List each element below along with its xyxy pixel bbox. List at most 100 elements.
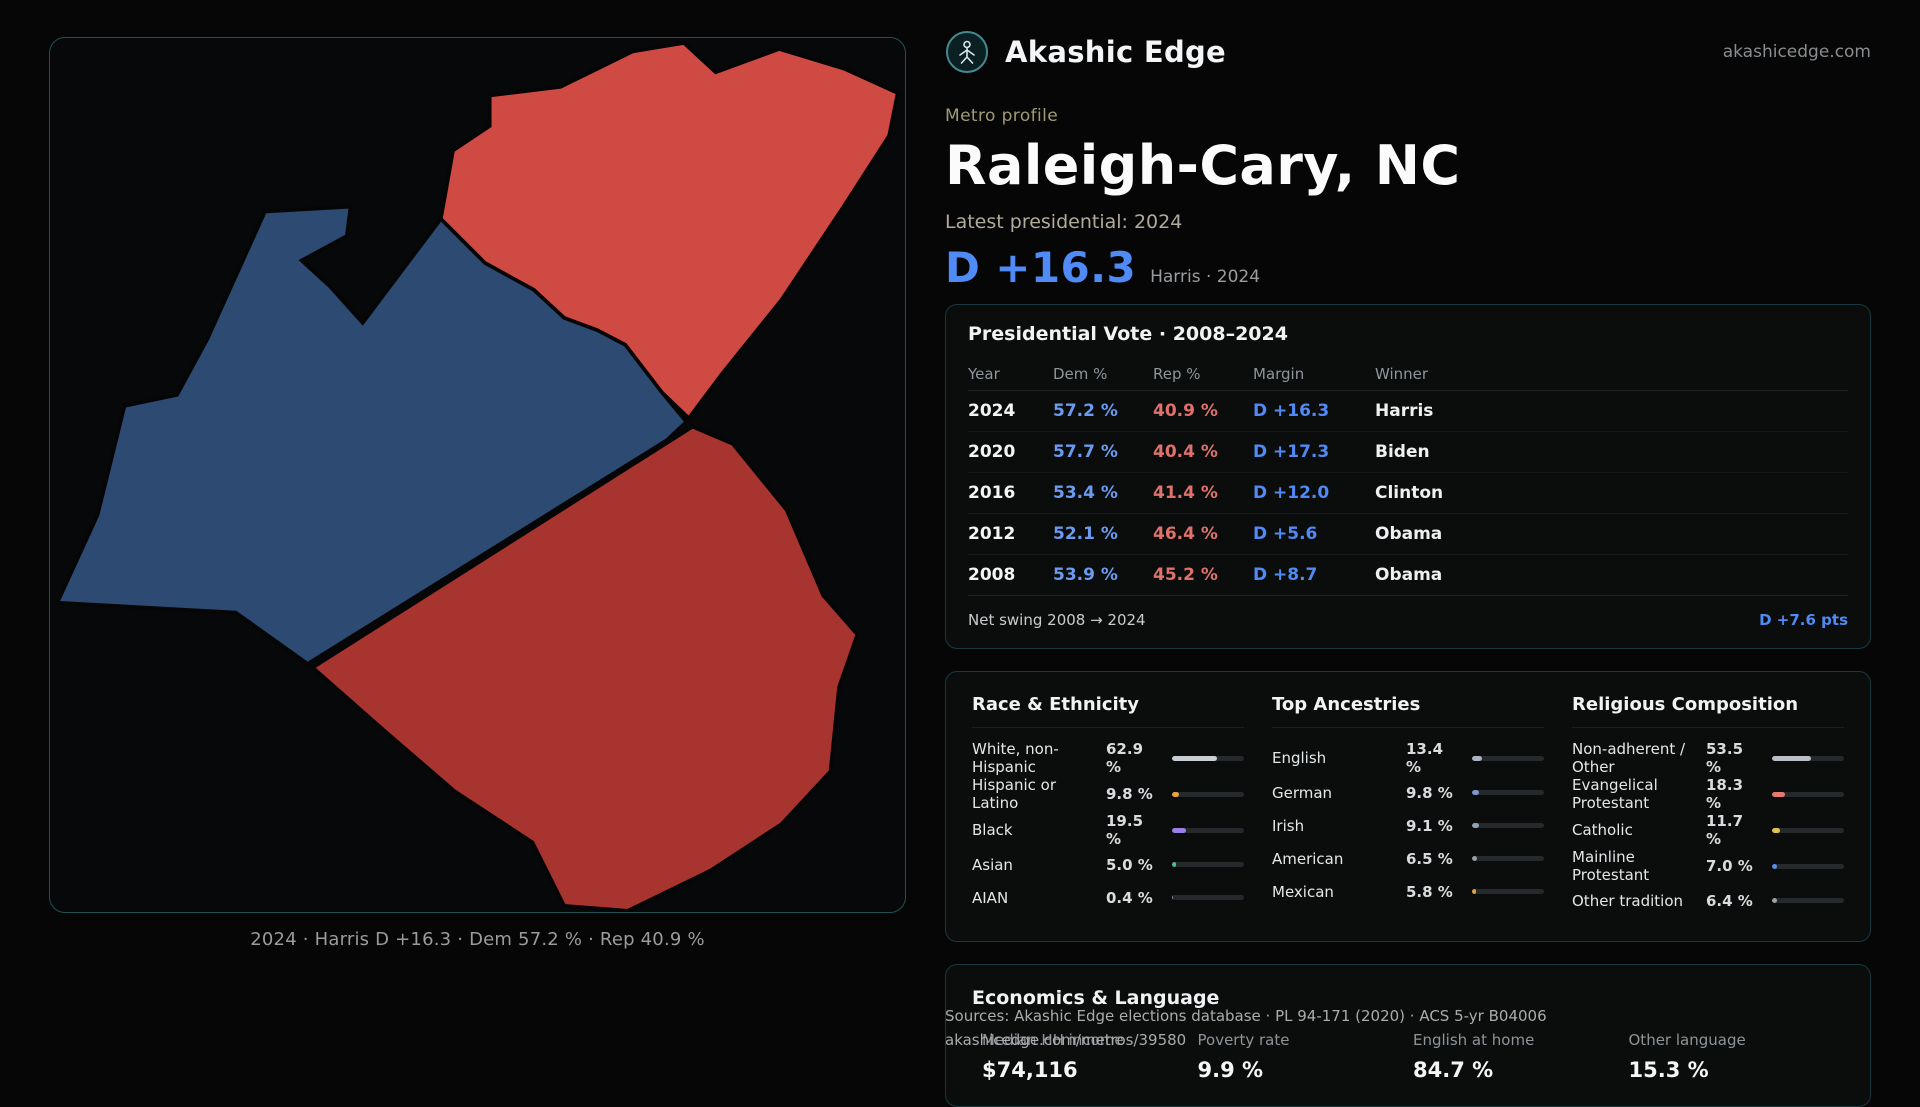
demo-value: 13.4 %	[1406, 740, 1444, 776]
map-caption: 2024 · Harris D +16.3 · Dem 57.2 % · Rep…	[250, 929, 705, 950]
cell-year: 2024	[968, 401, 1016, 421]
page-title: Raleigh-Cary, NC	[945, 134, 1461, 197]
list-item: American 6.5 %	[1272, 842, 1544, 875]
cell-margin: D +12.0	[1253, 483, 1330, 503]
cell-dem: 53.9 %	[1053, 565, 1118, 585]
demo-bar-track	[1472, 790, 1544, 795]
religion-section: Religious Composition Non-adherent / Oth…	[1572, 694, 1844, 917]
list-item: English 13.4 %	[1272, 740, 1544, 776]
col-winner: Winner	[1375, 364, 1429, 383]
demo-label: Irish	[1272, 816, 1305, 835]
demo-label: Non-adherent / Other	[1572, 740, 1686, 776]
cell-year: 2020	[968, 442, 1016, 462]
demo-value: 19.5 %	[1106, 812, 1144, 848]
cell-winner: Harris	[1375, 401, 1434, 421]
demo-bar-track	[1172, 862, 1244, 867]
col-dem: Dem %	[1053, 364, 1108, 383]
sources-line: Sources: Akashic Edge elections database…	[945, 1007, 1547, 1025]
demo-label: Mainline Protestant	[1572, 848, 1650, 884]
list-item: Hispanic or Latino 9.8 %	[972, 776, 1244, 812]
stat-label: Poverty rate	[1197, 1031, 1290, 1049]
demo-bar-track	[1172, 827, 1244, 833]
stat-value: 15.3 %	[1628, 1058, 1709, 1082]
economics-stats-row: Median HH income $74,116 Poverty rate 9.…	[972, 1031, 1844, 1082]
headline-margin-row: D +16.3 Harris · 2024	[945, 243, 1871, 292]
demo-value: 9.8 %	[1406, 783, 1453, 802]
ancestries-title: Top Ancestries	[1272, 694, 1544, 728]
cell-rep: 40.9 %	[1153, 401, 1218, 421]
cell-rep: 40.4 %	[1153, 442, 1218, 462]
header: Akashic Edge akashicedge.com	[945, 30, 1871, 74]
cell-rep: 41.4 %	[1153, 483, 1218, 503]
demo-bar-fill	[1472, 823, 1479, 828]
table-row: 2016 53.4 % 41.4 % D +12.0 Clinton	[968, 473, 1848, 514]
cell-dem: 52.1 %	[1053, 524, 1118, 544]
list-item: Asian 5.0 %	[972, 848, 1244, 881]
site-link[interactable]: akashicedge.com	[1722, 42, 1871, 62]
demo-bar-track	[1172, 755, 1244, 761]
cell-margin: D +16.3	[1253, 401, 1330, 421]
list-item: Catholic 11.7 %	[1572, 812, 1844, 848]
col-year: Year	[968, 364, 1000, 383]
stat-value: 84.7 %	[1413, 1058, 1494, 1082]
race-ethnicity-title: Race & Ethnicity	[972, 694, 1244, 728]
demo-value: 7.0 %	[1706, 857, 1753, 875]
demo-bar-track	[1172, 791, 1244, 797]
demo-bar-fill	[1772, 863, 1778, 869]
cell-winner: Biden	[1375, 442, 1430, 462]
stat-value: $74,116	[982, 1058, 1078, 1082]
demo-label: German	[1272, 783, 1333, 802]
cell-winner: Obama	[1375, 565, 1443, 585]
permalink[interactable]: akashicedge.com/metros/39580	[945, 1031, 1187, 1049]
demo-bar-fill	[1772, 791, 1786, 797]
demo-bar-fill	[1472, 889, 1477, 894]
demo-label: Black	[972, 821, 1013, 839]
demo-value: 5.0 %	[1106, 855, 1153, 874]
col-margin: Margin	[1253, 364, 1305, 383]
cell-rep: 45.2 %	[1153, 565, 1218, 585]
list-item: German 9.8 %	[1272, 776, 1544, 809]
net-swing-label: Net swing 2008 → 2024	[968, 611, 1146, 629]
stat-median-income: Median HH income $74,116	[982, 1031, 1198, 1082]
ancestries-section: Top Ancestries English 13.4 % German 9.8…	[1272, 694, 1544, 917]
demo-value: 6.5 %	[1406, 849, 1453, 868]
demo-bar-track	[1172, 895, 1244, 900]
demo-bar-fill	[1472, 755, 1482, 761]
cell-margin: D +17.3	[1253, 442, 1330, 462]
list-item: White, non-Hispanic 62.9 %	[972, 740, 1244, 776]
demo-bar-fill	[1172, 755, 1218, 761]
demo-bar-fill	[1772, 827, 1781, 833]
list-item: Irish 9.1 %	[1272, 809, 1544, 842]
cell-rep: 46.4 %	[1153, 524, 1218, 544]
cell-dem: 53.4 %	[1053, 483, 1118, 503]
demo-label: Catholic	[1572, 821, 1633, 839]
sources-footer: Sources: Akashic Edge elections database…	[945, 1004, 1547, 1052]
list-item: Mexican 5.8 %	[1272, 875, 1544, 908]
map-column: 2024 · Harris D +16.3 · Dem 57.2 % · Rep…	[49, 37, 906, 950]
demo-value: 9.1 %	[1406, 816, 1453, 835]
akashic-edge-logo-icon	[946, 31, 988, 73]
demo-label: Evangelical Protestant	[1572, 776, 1658, 812]
demo-bar-fill	[1172, 791, 1180, 797]
cell-year: 2012	[968, 524, 1016, 544]
demo-bar-track	[1472, 823, 1544, 828]
demo-bar-track	[1772, 863, 1844, 869]
list-item: Mainline Protestant 7.0 %	[1572, 848, 1844, 884]
stat-label: English at home	[1413, 1031, 1535, 1049]
col-rep: Rep %	[1153, 364, 1201, 383]
vote-table-header: Year Dem % Rep % Margin Winner	[968, 357, 1848, 391]
cell-margin: D +8.7	[1253, 565, 1318, 585]
table-row: 2008 53.9 % 45.2 % D +8.7 Obama	[968, 555, 1848, 596]
cell-winner: Clinton	[1375, 483, 1444, 503]
demo-bar-track	[1772, 791, 1844, 797]
demo-bar-track	[1772, 827, 1844, 833]
net-swing-row: Net swing 2008 → 2024 D +7.6 pts	[968, 595, 1848, 646]
demo-label: White, non-Hispanic	[972, 740, 1059, 776]
demo-bar-track	[1472, 889, 1544, 894]
demo-bar-fill	[1472, 856, 1477, 861]
list-item: AIAN 0.4 %	[972, 881, 1244, 914]
headline-margin-value: D +16.3	[945, 243, 1137, 292]
presidential-vote-card: Presidential Vote · 2008–2024 Year Dem %…	[945, 304, 1871, 649]
demo-value: 62.9 %	[1106, 740, 1144, 776]
cell-dem: 57.7 %	[1053, 442, 1118, 462]
